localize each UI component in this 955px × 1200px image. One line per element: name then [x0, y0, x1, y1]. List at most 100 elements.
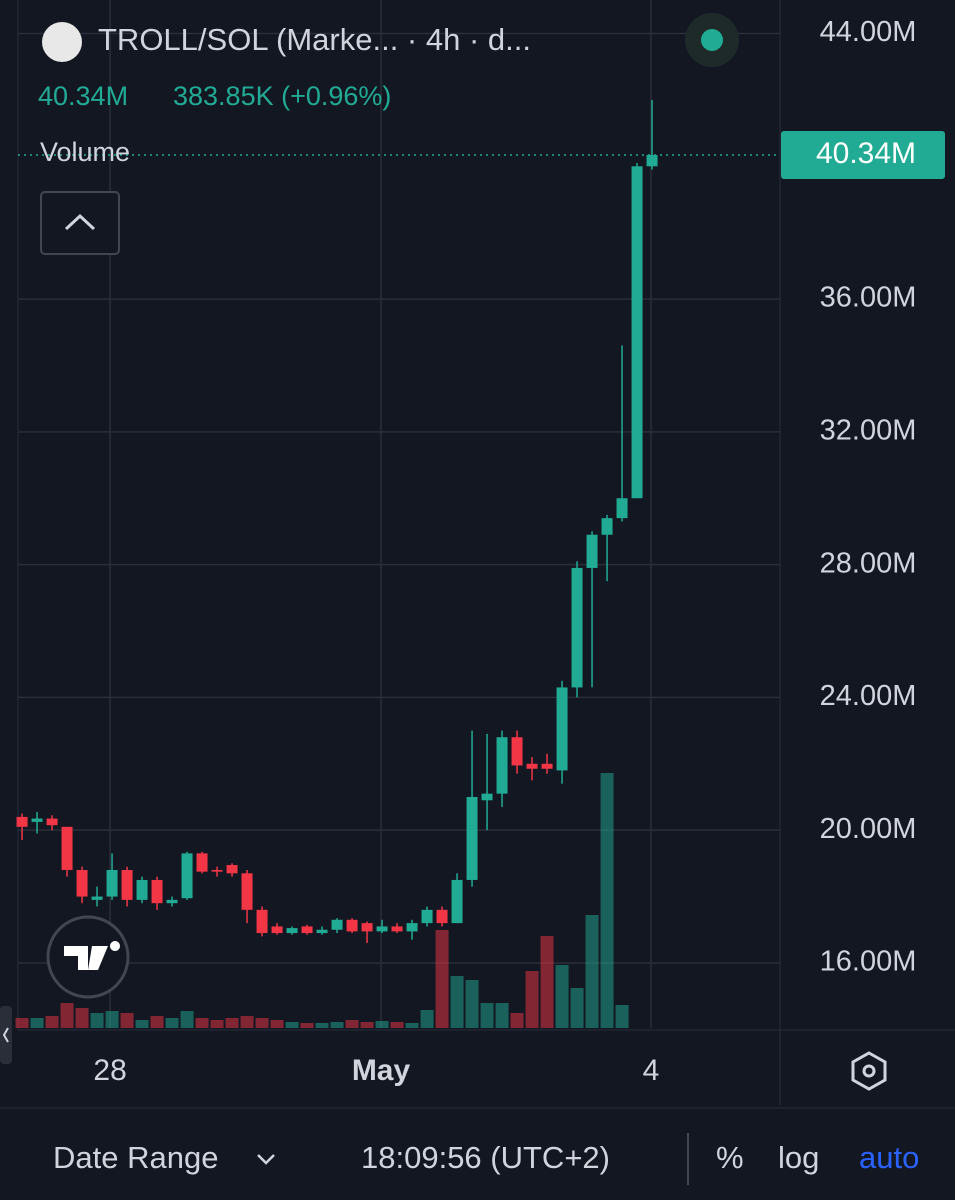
- candle-body: [241, 873, 253, 910]
- volume-bar: [480, 1003, 494, 1028]
- y-tick-label: 36.00M: [820, 282, 917, 314]
- status-dot: [701, 29, 723, 51]
- collapse-button[interactable]: [40, 191, 120, 255]
- volume-bar: [240, 1016, 254, 1028]
- candle-body: [286, 928, 298, 934]
- last-price-tag: [781, 131, 945, 180]
- volume-bar: [540, 936, 554, 1028]
- volume-bar: [345, 1020, 359, 1028]
- candle-body: [646, 155, 658, 167]
- candle-body: [586, 534, 598, 568]
- volume-bar: [570, 988, 584, 1028]
- candle-body: [16, 816, 28, 827]
- candle-body: [526, 763, 538, 769]
- settings-icon[interactable]: [851, 1051, 887, 1091]
- volume-bar: [360, 1022, 374, 1028]
- volume-bar: [45, 1016, 59, 1028]
- volume-bar: [180, 1011, 194, 1028]
- volume-bar: [105, 1011, 119, 1028]
- candle-body: [91, 896, 103, 900]
- last-value: 40.34M: [38, 81, 128, 111]
- side-tab-icon: [2, 1027, 9, 1043]
- candle-body: [76, 869, 88, 897]
- volume-bar: [465, 980, 479, 1028]
- y-tick-label: 24.00M: [820, 680, 917, 712]
- candle-body: [196, 853, 208, 872]
- y-tick-label: 28.00M: [820, 547, 917, 579]
- volume-bar: [495, 1003, 509, 1028]
- volume-bar: [150, 1016, 164, 1028]
- candle-body: [466, 796, 478, 880]
- y-tick-label: 32.00M: [820, 415, 917, 447]
- volume-bar: [15, 1018, 29, 1028]
- volume-bar: [405, 1023, 419, 1028]
- volume-bar: [285, 1022, 299, 1028]
- x-tick-label: 28: [93, 1054, 126, 1087]
- volume-bar: [255, 1018, 269, 1028]
- pane-label: Volume: [40, 137, 130, 167]
- volume-bar: [195, 1018, 209, 1028]
- candle-body: [451, 879, 463, 924]
- candle-body: [31, 818, 43, 822]
- candle-body: [601, 518, 613, 535]
- volume-bar: [600, 773, 614, 1028]
- candle-body: [436, 909, 448, 924]
- candle-body: [256, 909, 268, 934]
- last-price-label: 40.34M: [816, 137, 916, 170]
- candle-body: [331, 919, 343, 930]
- volume-bar: [450, 976, 464, 1028]
- volume-bar: [315, 1023, 329, 1028]
- volume-bar: [510, 1013, 524, 1028]
- volume-bar: [300, 1023, 314, 1028]
- symbol-title[interactable]: TROLL/SOL (Marke... · 4h · d...: [98, 22, 531, 57]
- volume-bar: [390, 1022, 404, 1028]
- side-tab[interactable]: [0, 1006, 12, 1064]
- candle-body: [376, 926, 388, 932]
- volume-bar: [270, 1020, 284, 1028]
- volume-bar: [75, 1008, 89, 1028]
- candle-body: [136, 879, 148, 900]
- clock[interactable]: 18:09:56 (UTC+2): [361, 1140, 610, 1175]
- candle-body: [616, 498, 628, 519]
- candle-body: [271, 926, 283, 934]
- candle-body: [121, 869, 133, 900]
- volume-bar: [225, 1018, 239, 1028]
- candle-body: [181, 853, 193, 899]
- candle-body: [496, 737, 508, 794]
- percent-toggle[interactable]: %: [716, 1140, 744, 1175]
- candle-body: [361, 923, 373, 932]
- volume-bar: [120, 1013, 134, 1028]
- y-tick-label: 20.00M: [820, 813, 917, 845]
- date-range[interactable]: Date Range: [53, 1140, 218, 1175]
- y-tick-label: 16.00M: [820, 946, 917, 978]
- volume-bar: [30, 1018, 44, 1028]
- candle-body: [406, 923, 418, 932]
- y-tick-label: 44.00M: [820, 16, 917, 48]
- volume-bar: [615, 1005, 629, 1028]
- volume-bar: [135, 1020, 149, 1028]
- candle-body: [61, 826, 73, 870]
- volume-bar: [525, 971, 539, 1028]
- candle-body: [301, 926, 313, 934]
- volume-bar: [585, 915, 599, 1028]
- candle-body: [211, 869, 223, 872]
- candle-body: [481, 793, 493, 801]
- symbol-icon[interactable]: [42, 22, 82, 62]
- candle-body: [226, 865, 238, 874]
- volume-bar: [375, 1021, 389, 1028]
- log-toggle[interactable]: log: [778, 1140, 819, 1175]
- volume-bar: [555, 965, 569, 1028]
- candle-body: [316, 929, 328, 934]
- volume-bar: [330, 1022, 344, 1028]
- volume-bar: [90, 1013, 104, 1028]
- candle-body: [106, 869, 118, 897]
- volume-bar: [435, 930, 449, 1028]
- volume-bar: [165, 1018, 179, 1028]
- candle-body: [541, 763, 553, 769]
- volume-bar: [60, 1003, 74, 1028]
- x-tick-label: May: [352, 1054, 411, 1087]
- candle-body: [421, 909, 433, 924]
- auto-toggle[interactable]: auto: [859, 1140, 919, 1175]
- collapse-icon: [64, 213, 96, 231]
